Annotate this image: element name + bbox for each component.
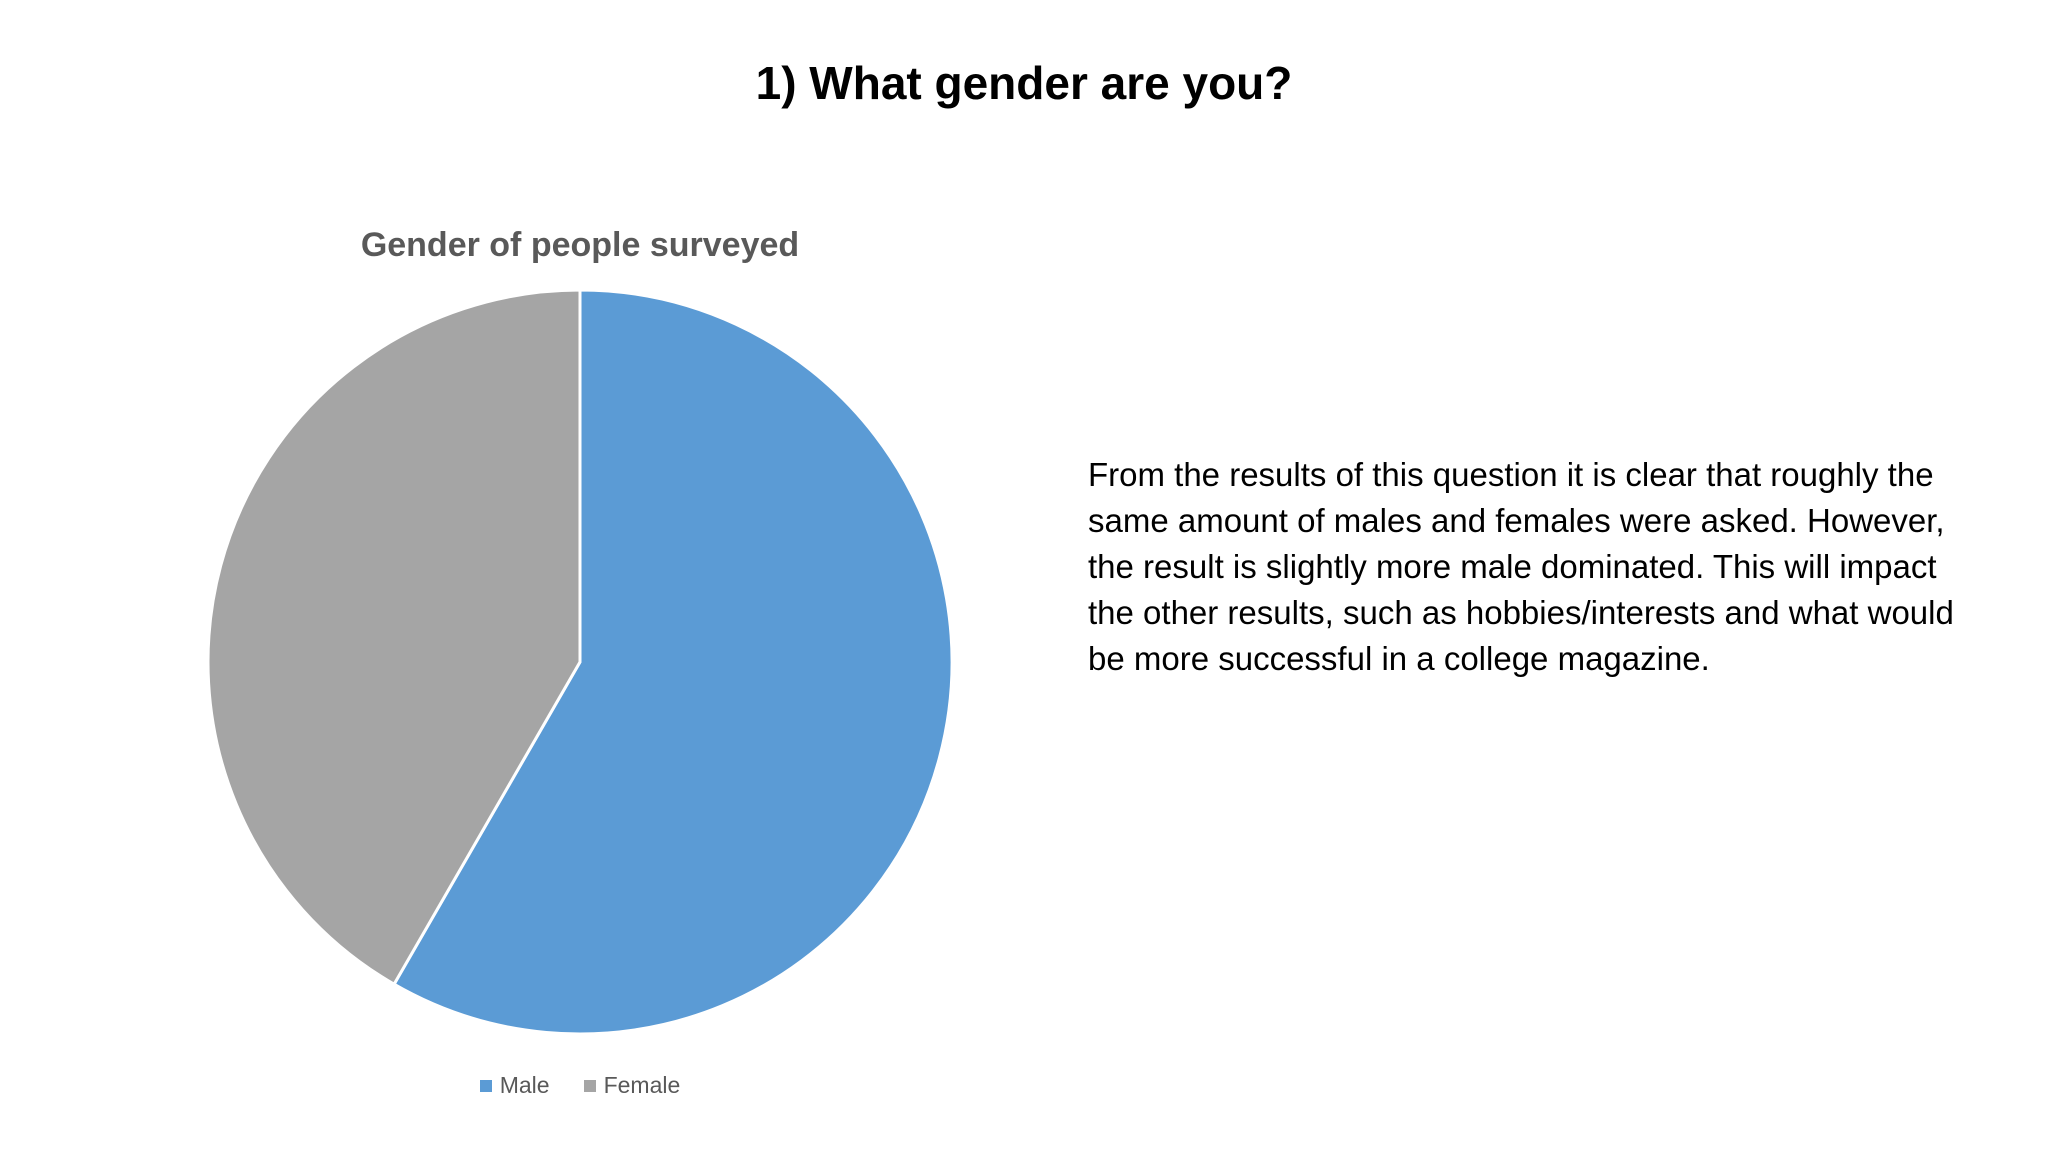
pie-chart-plot <box>206 290 954 1036</box>
legend-label-female: Female <box>603 1072 681 1098</box>
legend-swatch-male <box>479 1079 492 1092</box>
slide-description: From the results of this question it is … <box>1088 456 1954 677</box>
pie-slice-female <box>206 290 582 987</box>
slide-title: 1) What gender are you? <box>755 57 1293 109</box>
legend-item-female: Female <box>583 1072 681 1099</box>
chart-title: Gender of people surveyed <box>360 226 800 264</box>
chart-legend: Male Female <box>160 1072 1000 1099</box>
pie-chart: Gender of people surveyed Male Female <box>160 210 1000 1130</box>
legend-swatch-female <box>583 1079 596 1092</box>
legend-item-male: Male <box>479 1072 550 1099</box>
pie-slice-male <box>392 290 954 1036</box>
legend-label-male: Male <box>499 1072 550 1098</box>
